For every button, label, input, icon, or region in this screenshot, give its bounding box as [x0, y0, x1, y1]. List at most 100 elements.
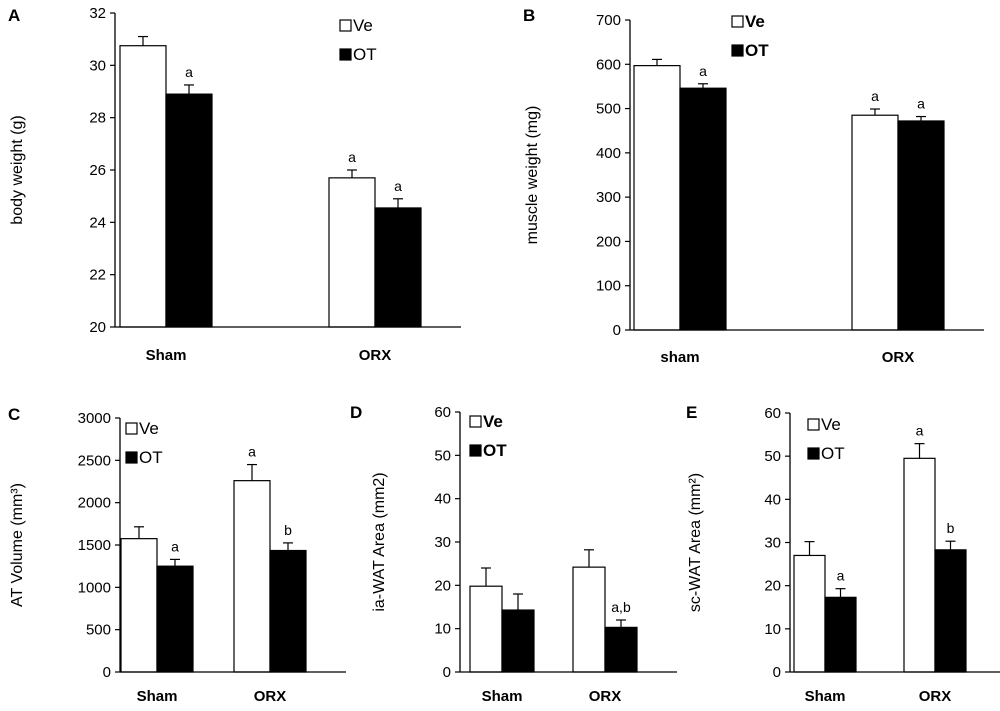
y-tick-label-e-4: 40 [764, 491, 781, 508]
bar-b-ve-0 [633, 65, 681, 331]
panel-d: Dia-WAT Area (mm2) a,b 0 10 20 30 40 50 60 Sham OR… [350, 403, 677, 705]
x-category-label-b-1: ORX [882, 349, 915, 366]
legend-swatch-b-ot [731, 44, 744, 57]
y-tick-label-c-1: 500 [86, 622, 111, 639]
y-tick-label-d-5: 50 [434, 447, 451, 464]
y-tick-label-d-1: 10 [434, 621, 451, 638]
y-tick-label-c-0: 0 [103, 664, 111, 681]
legend-label-d-ve: Ve [483, 412, 503, 431]
x-category-label-d-0: Sham [482, 688, 523, 705]
bar-c-ve-0 [120, 538, 158, 673]
significance-label-a-ot-0: a [185, 64, 193, 80]
significance-label-e-ot-1: b [947, 520, 955, 536]
bar-d-ot-0 [501, 609, 535, 673]
legend-label-b-ot: OT [745, 41, 769, 60]
x-category-label-a-0: Sham [146, 347, 187, 364]
y-axis-label-a: body weight (g) [9, 115, 26, 224]
panel-letter-e: E [686, 403, 697, 422]
significance-label-a-ot-1: a [394, 178, 402, 194]
x-category-label-e-1: ORX [919, 688, 952, 705]
x-category-label-c-0: Sham [137, 688, 178, 705]
y-tick-label-b-2: 200 [596, 233, 621, 250]
bar-b-ve-1 [851, 114, 899, 331]
y-tick-label-a-1: 22 [89, 267, 106, 284]
bar-c-ot-1 [269, 549, 307, 673]
y-tick-label-b-0: 0 [613, 322, 621, 339]
bar-b-ot-0 [679, 87, 727, 331]
y-tick-label-a-0: 20 [89, 319, 106, 336]
y-tick-label-c-4: 2000 [78, 495, 111, 512]
bar-a-ot-0 [165, 93, 213, 328]
x-category-label-c-1: ORX [254, 688, 287, 705]
legend-label-e-ve: Ve [821, 415, 841, 434]
y-tick-label-b-5: 500 [596, 101, 621, 118]
panel-letter-c: C [8, 405, 20, 424]
y-tick-label-a-2: 24 [89, 214, 106, 231]
bar-e-ot-1 [934, 549, 967, 673]
y-axis-label-e: sc-WAT Area (mm²) [687, 473, 704, 612]
significance-label-e-ot-0: a [837, 568, 845, 584]
legend-swatch-e-ve [807, 418, 820, 431]
y-axis-label-b: muscle weight (mg) [524, 106, 541, 245]
y-tick-label-a-4: 28 [89, 110, 106, 127]
y-tick-label-c-2: 1000 [78, 579, 111, 596]
significance-label-e-ve-1: a [916, 423, 924, 439]
y-tick-label-a-6: 32 [89, 5, 106, 22]
legend-swatch-c-ot [125, 451, 138, 464]
legend-label-c-ot: OT [139, 448, 163, 467]
y-tick-label-c-6: 3000 [78, 410, 111, 427]
y-axis-label-c: AT Volume (mm³) [9, 483, 26, 607]
y-tick-label-d-3: 30 [434, 534, 451, 551]
legend-swatch-d-ve [469, 415, 482, 428]
legend-swatch-a-ve [339, 19, 352, 32]
panel-letter-a: A [8, 6, 20, 25]
legend-label-d-ot: OT [483, 441, 507, 460]
bar-a-ot-1 [374, 207, 422, 328]
y-tick-label-e-1: 10 [764, 621, 781, 638]
significance-label-b-ve-1: a [871, 88, 879, 104]
y-tick-label-d-4: 40 [434, 491, 451, 508]
significance-label-b-ot-1: a [917, 96, 925, 112]
y-tick-label-d-6: 60 [434, 404, 451, 421]
bar-c-ot-0 [156, 565, 194, 673]
y-tick-label-d-2: 20 [434, 577, 451, 594]
bar-e-ve-0 [793, 554, 826, 673]
significance-label-c-ot-1: b [284, 522, 292, 538]
panel-letter-b: B [523, 6, 535, 25]
y-tick-label-a-3: 26 [89, 162, 106, 179]
significance-label-c-ve-1: a [248, 444, 256, 460]
x-category-label-b-0: sham [660, 349, 699, 366]
panel-e: Esc-WAT Area (mm²) a a b 0 10 20 30 40 50 60 Sham OR… [686, 403, 1000, 705]
y-tick-label-b-6: 600 [596, 56, 621, 73]
y-tick-label-b-1: 100 [596, 278, 621, 295]
bar-d-ve-1 [572, 566, 606, 673]
legend-label-e-ot: OT [821, 444, 845, 463]
bar-b-ot-1 [897, 120, 945, 331]
legend-label-b-ve: Ve [745, 12, 765, 31]
x-category-label-d-1: ORX [589, 688, 622, 705]
y-tick-label-b-3: 300 [596, 189, 621, 206]
legend-swatch-d-ot [469, 444, 482, 457]
y-tick-label-a-5: 30 [89, 57, 106, 74]
bar-c-ve-1 [233, 480, 271, 673]
y-tick-label-e-5: 50 [764, 448, 781, 465]
y-tick-label-d-0: 0 [443, 664, 451, 681]
bar-d-ot-1 [604, 626, 638, 673]
significance-label-d-ot-1: a,b [611, 599, 631, 615]
legend-label-a-ve: Ve [353, 16, 373, 35]
y-axis-label-d: ia-WAT Area (mm2) [371, 472, 388, 611]
bar-e-ve-1 [903, 457, 936, 673]
y-tick-label-c-3: 1500 [78, 537, 111, 554]
panel-letter-d: D [350, 403, 362, 422]
y-tick-label-b-4: 400 [596, 145, 621, 162]
legend-swatch-c-ve [125, 422, 138, 435]
significance-label-b-ot-0: a [699, 63, 707, 79]
legend-swatch-a-ot [339, 48, 352, 61]
legend-swatch-b-ve [731, 15, 744, 28]
bar-a-ve-0 [119, 45, 167, 328]
y-tick-label-e-6: 60 [764, 405, 781, 422]
significance-label-c-ot-0: a [171, 538, 179, 554]
